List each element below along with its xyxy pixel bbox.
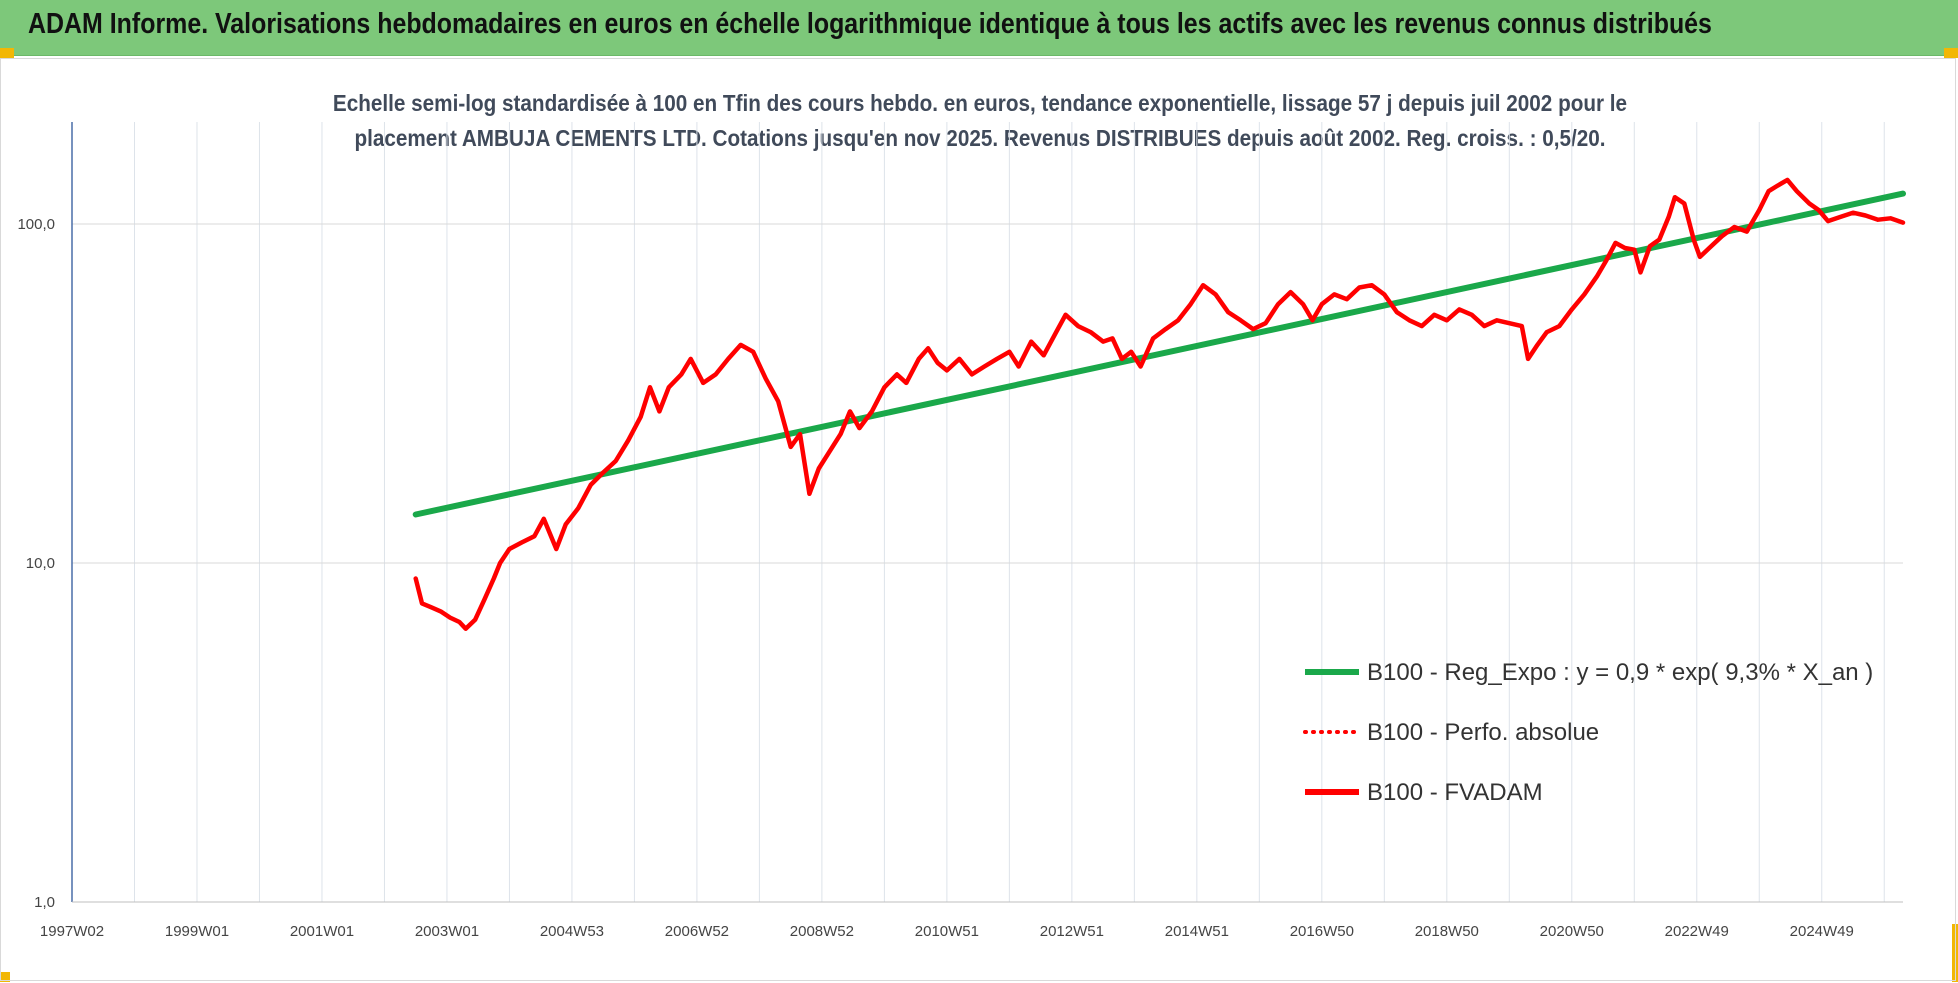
chart-frame (0, 58, 1956, 981)
x-tick-label: 2022W49 (1665, 923, 1729, 940)
banner-title: ADAM Informe. Valorisations hebdomadaire… (28, 8, 1712, 40)
grid (71, 122, 1903, 903)
legend-label-1: B100 - Reg_Expo : y = 0,9 * exp( 9,3% * … (1367, 659, 1873, 686)
corner-marker-bottom-left (0, 972, 10, 982)
x-tick-label: 2001W01 (290, 923, 354, 940)
title-banner: ADAM Informe. Valorisations hebdomadaire… (0, 0, 1958, 56)
y-tick-label: 1,0 (34, 894, 55, 911)
series-line-1 (412, 190, 1906, 518)
x-tick-label: 2003W01 (415, 923, 479, 940)
legend-label-3: B100 - FVADAM (1367, 779, 1543, 806)
x-tick-label: 2016W50 (1290, 923, 1354, 940)
corner-marker-top-right (1944, 48, 1958, 58)
x-tick-label: 2008W52 (790, 923, 854, 940)
chart-title-line-2: placement AMBUJA CEMENTS LTD. Cotations … (354, 125, 1606, 151)
corner-marker-top-left (0, 48, 14, 58)
x-tick-label: 1999W01 (165, 923, 229, 940)
x-tick-label: 2010W51 (915, 923, 979, 940)
legend: B100 - Reg_Expo : y = 0,9 * exp( 9,3% * … (1303, 659, 1873, 806)
x-tick-label: 2020W50 (1540, 923, 1604, 940)
x-tick-label: 2024W49 (1790, 923, 1854, 940)
x-tick-label: 2014W51 (1165, 923, 1229, 940)
x-tick-label: 2006W52 (665, 923, 729, 940)
axes (71, 122, 1903, 903)
legend-label-2: B100 - Perfo. absolue (1367, 719, 1599, 746)
x-tick-label: 2012W51 (1040, 923, 1104, 940)
y-tick-label: 100,0 (17, 216, 55, 233)
tick-labels: 1,0 10,0 100,0 1997W02 1999W01 2001W01 2003W01… (17, 216, 1853, 940)
series-line-3 (413, 177, 1906, 631)
x-tick-label: 2018W50 (1415, 923, 1479, 940)
series-layer (412, 177, 1906, 631)
x-tick-label: 1997W02 (40, 923, 104, 940)
y-tick-label: 10,0 (26, 555, 55, 572)
x-tick-label: 2004W53 (540, 923, 604, 940)
chart-title: Echelle semi-log standardisée à 100 en T… (278, 86, 1682, 156)
chart-title-line-1: Echelle semi-log standardisée à 100 en T… (332, 90, 1628, 116)
